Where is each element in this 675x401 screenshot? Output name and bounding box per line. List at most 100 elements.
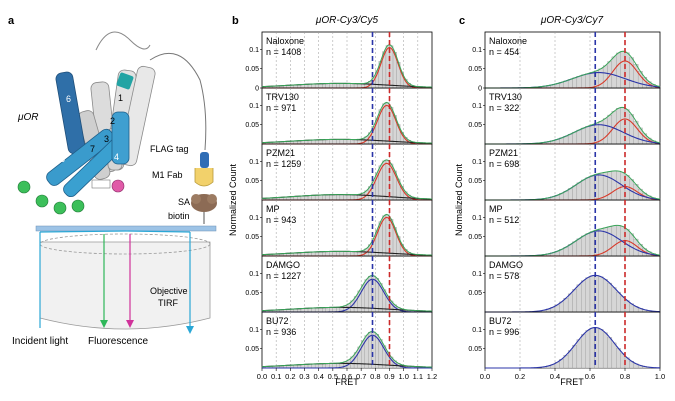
flag-tag-icon	[200, 152, 209, 168]
fit-curve-total	[261, 330, 433, 368]
y-tick-label: 0.1	[472, 47, 482, 54]
x-tick-label: 0.4	[550, 372, 560, 381]
ligand-label: TRV130	[489, 92, 522, 102]
histogram-bar	[346, 139, 351, 145]
count-label: n = 1408	[266, 47, 301, 57]
histogram-bar	[318, 307, 323, 313]
x-axis-label-b: FRET	[335, 377, 359, 387]
incident-light-label: Incident light	[12, 336, 68, 347]
histogram-bar	[572, 185, 578, 201]
x-tick-label: 0.9	[384, 372, 394, 381]
histogram-bar	[314, 307, 319, 313]
y-tick-label: 0.05	[245, 178, 259, 185]
helix-number-3: 3	[104, 134, 109, 144]
histogram-bar	[322, 363, 326, 369]
histogram-bar	[607, 171, 613, 201]
helix-number-4: 4	[114, 152, 119, 162]
acceptor-dye-1	[17, 180, 31, 194]
histogram-bar	[572, 77, 578, 89]
fluorescence-label: Fluorescence	[88, 336, 148, 347]
count-label: n = 454	[489, 47, 519, 57]
histogram-bar	[329, 139, 333, 145]
histogram-bar	[325, 307, 330, 313]
histogram-bar	[616, 170, 621, 201]
histogram-bar	[567, 134, 573, 145]
y-tick-label: 0.05	[468, 66, 482, 73]
beam-arrow	[186, 326, 194, 334]
sa-label: SA	[178, 197, 190, 207]
histogram-bar	[616, 108, 621, 145]
histogram-bar	[304, 195, 309, 201]
histogram-bar	[572, 241, 578, 257]
helix-8-box	[91, 179, 111, 189]
x-tick-label: 0.8	[620, 372, 630, 381]
histogram-bar	[572, 289, 578, 313]
count-label: n = 936	[266, 327, 296, 337]
histogram-bar	[589, 175, 595, 201]
ligand-label: DAMGO	[266, 260, 300, 270]
histogram-bar	[567, 79, 573, 89]
histogram-bar	[581, 74, 586, 89]
flag-tag-label: FLAG tag	[150, 144, 189, 154]
flag-tether	[149, 52, 207, 151]
helix-number-2: 2	[110, 116, 115, 126]
histogram-bar	[589, 275, 595, 313]
histogram-bar	[332, 139, 337, 145]
histogram-bar	[343, 83, 348, 89]
histogram-bar	[567, 293, 573, 313]
objective-body	[39, 241, 211, 330]
y-tick-label: 0.05	[468, 290, 482, 297]
histogram-bar	[629, 57, 634, 89]
icl-teal	[116, 72, 134, 90]
y-tick-label: 0.1	[249, 271, 259, 278]
histogram-bar	[607, 114, 613, 145]
histogram-bar	[585, 330, 591, 369]
panel-a: a 6 1 2 3 7 4 5 μOR	[8, 15, 217, 347]
histogram-row: MPn = 512 0.05 0.1	[468, 199, 661, 257]
ligand-label: MP	[266, 204, 280, 214]
histogram-bar	[332, 194, 337, 201]
ligand-label: BU72	[266, 316, 289, 326]
y-tick-label: 0.05	[245, 122, 259, 129]
histogram-bar	[602, 118, 608, 145]
histogram-bar	[325, 363, 330, 369]
y-tick-label: 0.1	[472, 327, 482, 334]
panel-c: c μOR-Cy3/Cy7 FRET Normalized Count Nalo…	[454, 15, 665, 387]
objective-label: Objective	[150, 286, 188, 296]
y-tick-label: 0.05	[245, 234, 259, 241]
y-tick-label: 0.1	[472, 215, 482, 222]
x-axis-label-c: FRET	[560, 377, 584, 387]
histogram-bar	[616, 348, 621, 369]
chart-title-c: μOR-Cy3/Cy7	[540, 15, 604, 26]
histogram-bar	[339, 251, 344, 257]
histogram-bar	[576, 129, 582, 145]
fit-curve-low	[485, 326, 661, 369]
tirf-label: TIRF	[158, 298, 178, 308]
histogram-bar	[598, 228, 604, 257]
y-tick-label: 0.1	[249, 327, 259, 334]
histogram-bar	[339, 194, 344, 201]
histogram-bar	[322, 194, 326, 201]
y-tick-label: 0.1	[472, 271, 482, 278]
x-tick-label: 0.4	[313, 372, 323, 381]
y-axis-label-c: Normalized Count	[454, 163, 464, 236]
panel-label-a: a	[8, 15, 15, 27]
helix-number-6: 6	[66, 94, 71, 104]
histogram-bar	[311, 195, 316, 201]
histogram-bar	[325, 139, 330, 145]
histogram-bar	[329, 251, 333, 257]
histogram-bar	[581, 280, 586, 313]
y-tick-label: 0.05	[468, 178, 482, 185]
glass-slide	[35, 225, 217, 232]
histogram-bar	[598, 276, 604, 313]
m1-fab-label: M1 Fab	[152, 170, 183, 180]
histogram-bar	[607, 226, 613, 257]
histogram-bar	[322, 139, 326, 145]
helix-number-5: 5	[60, 154, 65, 164]
histogram-bar	[329, 307, 333, 313]
histogram-bar	[339, 139, 344, 145]
x-tick-label: 0.7	[356, 372, 366, 381]
